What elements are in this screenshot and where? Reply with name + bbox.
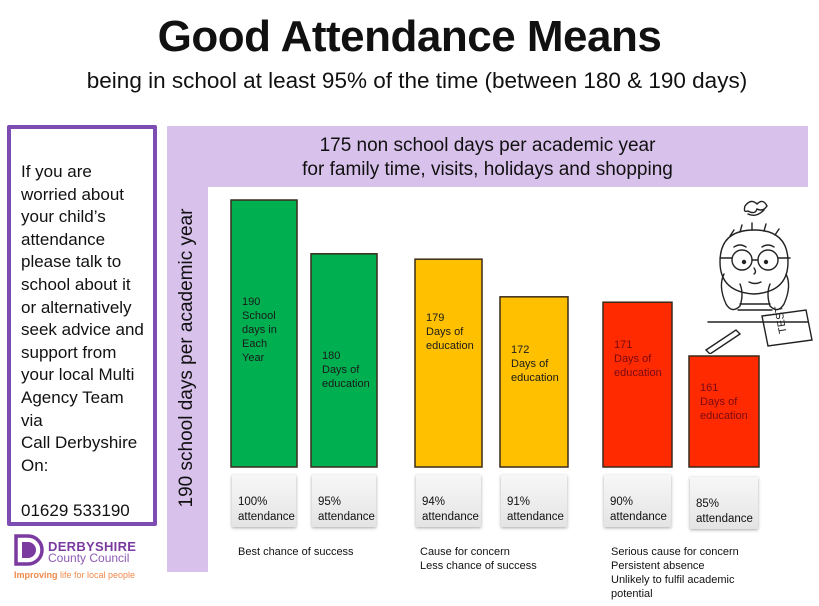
bar-190 — [230, 199, 298, 468]
bar-value-label: 172 Days of education — [511, 343, 559, 384]
bar-value-label: 161 Days of education — [700, 382, 748, 422]
bar-value-label: 179 Days of education — [426, 312, 474, 353]
attendance-label: 100% attendance — [238, 496, 295, 523]
logo-tagline-bold: Improving — [14, 570, 58, 580]
attendance-box: 90% attendance — [604, 475, 671, 527]
annotation-red: Serious cause for concern Persistent abs… — [611, 546, 739, 600]
band-line2: for family time, visits, holidays and sh… — [302, 159, 673, 180]
svg-text:TEST: TEST — [773, 304, 790, 334]
logo-line2: County Council — [48, 551, 130, 565]
bar-value-label: 171 Days of education — [614, 339, 662, 380]
attendance-label: 90% attendance — [610, 496, 667, 523]
attendance-box: 85% attendance — [690, 477, 758, 529]
bar-value-label: 190 School days in Each Year — [242, 296, 277, 364]
attendance-label: 95% attendance — [318, 496, 375, 523]
advice-text: If you are worried about your child’s at… — [21, 162, 144, 520]
bar-179 — [414, 258, 483, 468]
logo-line1: DERBYSHIRE — [48, 539, 137, 554]
logo-tagline: Improving life for local people — [14, 570, 135, 580]
attendance-box: 94% attendance — [416, 475, 481, 527]
logo-tagline-rest: life for local people — [57, 570, 136, 580]
bar-180 — [310, 253, 378, 468]
attendance-label: 94% attendance — [422, 496, 479, 523]
attendance-box: 95% attendance — [312, 475, 376, 527]
derbyshire-logo: DERBYSHIRE County Council Improving life… — [14, 532, 164, 584]
bar-161 — [688, 355, 760, 468]
council-d-logo-icon — [14, 534, 44, 566]
attendance-label: 91% attendance — [507, 496, 564, 523]
advice-box: If you are worried about your child’s at… — [7, 125, 157, 526]
bar-171 — [602, 301, 673, 468]
bar-value-label: 180 Days of education — [322, 349, 370, 390]
y-axis-band: 190 school days per academic year — [167, 187, 208, 572]
annotation-green: Best chance of success — [238, 546, 354, 558]
attendance-box: 100% attendance — [232, 475, 296, 527]
annotation-amber: Cause for concern Less chance of success — [420, 546, 537, 572]
bar-172 — [499, 296, 569, 468]
page-title: Good Attendance Means — [157, 12, 662, 61]
non-school-days-band: 175 non school days per academic year fo… — [167, 126, 808, 187]
worried-student-icon: TEST — [704, 200, 813, 354]
attendance-label: 85% attendance — [696, 498, 753, 525]
page-subtitle: being in school at least 95% of the time… — [86, 68, 748, 93]
attendance-box: 91% attendance — [501, 475, 567, 527]
band-line1: 175 non school days per academic year — [319, 135, 656, 156]
